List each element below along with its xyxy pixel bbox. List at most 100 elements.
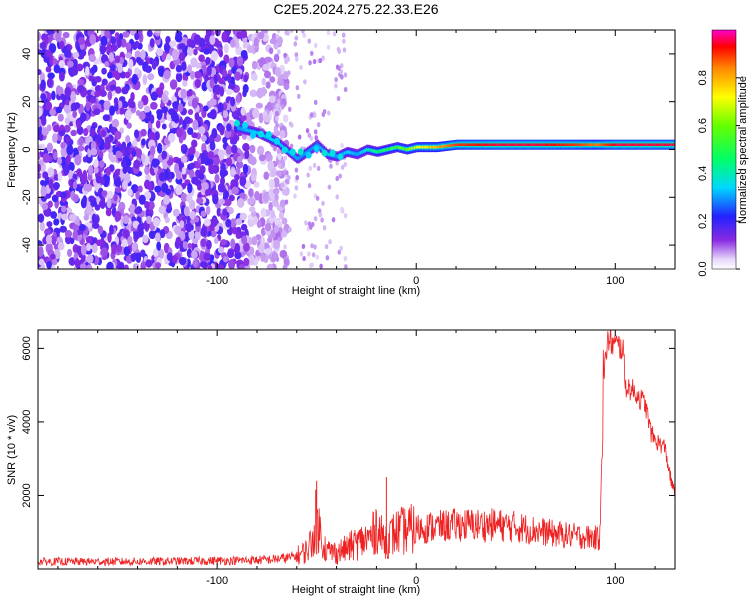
ridge-cell — [415, 146, 418, 149]
ridge-cell — [407, 147, 410, 151]
heatmap-cell — [38, 124, 43, 136]
y-tick-label: 4000 — [21, 410, 33, 434]
heatmap-cell — [155, 120, 161, 129]
ridge-cell — [569, 143, 573, 147]
heatmap-cell — [46, 221, 53, 228]
heatmap-cell — [161, 93, 167, 101]
heatmap-cell — [200, 210, 207, 217]
colorbar-tick-label: 0.4 — [697, 166, 709, 181]
heatmap-cell — [294, 185, 299, 191]
heatmap-cell — [111, 244, 117, 255]
heatmap-cell — [45, 66, 52, 73]
heatmap-cell — [187, 108, 194, 115]
ridge-cell — [428, 145, 431, 149]
ridge-cell — [303, 152, 307, 156]
heatmap-cell — [146, 215, 152, 225]
heatmap-cell — [275, 103, 279, 109]
heatmap-cell — [337, 65, 341, 71]
ridge-cell — [534, 143, 538, 147]
heatmap-cell — [46, 142, 53, 153]
heatmap-cell — [38, 213, 45, 223]
ridge-cell — [530, 143, 533, 147]
heatmap-cell — [230, 96, 236, 107]
heatmap-cell — [187, 242, 193, 249]
heatmap-cell — [277, 163, 282, 169]
heatmap-cell — [38, 107, 43, 118]
heatmap-cell — [64, 136, 71, 144]
heatmap-cell — [75, 245, 82, 255]
ridge-cell — [466, 143, 469, 147]
heatmap-cell — [212, 193, 219, 205]
heatmap-cell — [305, 128, 310, 134]
heatmap-cell — [175, 184, 183, 196]
heatmap-cell — [230, 39, 236, 48]
ridge-cell — [663, 143, 667, 147]
heatmap-cell — [220, 239, 228, 246]
heatmap-cell — [286, 179, 290, 185]
ridge-cell — [625, 143, 628, 147]
heatmap-cell — [289, 143, 294, 149]
heatmap-cell — [127, 188, 133, 197]
heatmap-cell — [140, 262, 146, 269]
heatmap-cell — [194, 62, 202, 69]
heatmap-cell — [218, 198, 226, 205]
heatmap-cell — [136, 56, 141, 64]
heatmap-cell — [147, 73, 155, 81]
ridge-blob — [281, 146, 288, 154]
heatmap-cell — [275, 256, 280, 262]
ridge-cell — [503, 143, 506, 147]
heatmap-cell — [277, 36, 283, 45]
ridge-cell — [643, 143, 646, 147]
heatmap-cell — [234, 71, 242, 81]
heatmap-cell — [66, 49, 72, 59]
heatmap-cell — [263, 70, 272, 79]
heatmap-cell — [86, 264, 93, 269]
ridge-cell — [577, 143, 581, 147]
heatmap-cell — [204, 189, 213, 196]
heatmap-cell — [283, 82, 290, 91]
ridge-cell — [434, 145, 437, 149]
heatmap-cell — [315, 254, 320, 260]
heatmap-cell — [200, 238, 207, 248]
heatmap-cell — [114, 32, 120, 39]
heatmap-cell — [66, 144, 74, 156]
heatmap-cell — [324, 244, 329, 250]
heatmap-cell — [189, 146, 196, 155]
heatmap-cell — [161, 123, 167, 130]
ridge-cell — [644, 143, 647, 147]
heatmap-cell — [60, 191, 67, 199]
ridge-cell — [673, 143, 675, 147]
heatmap-cell — [122, 31, 130, 38]
y-tick-label: 40 — [21, 48, 33, 60]
heatmap-cell — [249, 144, 256, 154]
heatmap-cell — [187, 182, 193, 194]
ridge-blob — [329, 149, 336, 157]
ridge-cell — [280, 143, 283, 147]
heatmap-cell — [114, 55, 121, 64]
heatmap-cell — [181, 144, 186, 151]
heatmap-cell — [187, 64, 193, 74]
ridge-cell — [657, 143, 660, 147]
heatmap-cell — [194, 79, 202, 88]
heatmap-cell — [108, 30, 116, 35]
heatmap-cell — [106, 261, 114, 269]
ridge-cell — [608, 143, 611, 147]
heatmap-cell — [74, 102, 81, 110]
heatmap-cell — [70, 66, 79, 76]
heatmap-cell — [236, 167, 241, 176]
heatmap-cell — [194, 71, 202, 79]
heatmap-cell — [124, 71, 131, 79]
ridge-cell — [550, 143, 553, 147]
ridge-cell — [560, 143, 563, 147]
heatmap-cell — [181, 166, 187, 175]
heatmap-cell — [127, 235, 133, 246]
heatmap-cell — [316, 122, 321, 128]
heatmap-cell — [225, 157, 233, 167]
heatmap-cell — [175, 71, 183, 83]
heatmap-cell — [192, 259, 199, 268]
heatmap-cell — [332, 31, 337, 37]
heatmap-cell — [172, 114, 180, 123]
heatmap-cell — [75, 119, 82, 129]
ridge-cell — [460, 143, 463, 147]
heatmap-cell — [250, 174, 257, 182]
